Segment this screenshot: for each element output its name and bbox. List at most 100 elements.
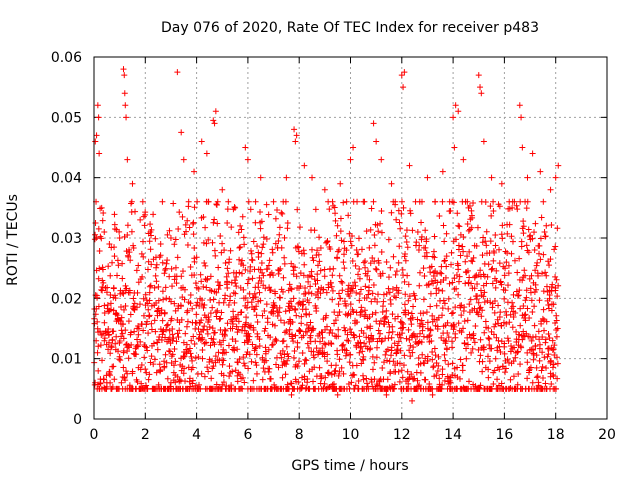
- data-point: [503, 308, 510, 315]
- data-point: [549, 281, 556, 288]
- data-point: [301, 261, 308, 268]
- data-point: [262, 285, 269, 292]
- data-point: [253, 312, 260, 319]
- data-point: [508, 250, 515, 257]
- data-point: [265, 211, 272, 218]
- data-point: [367, 345, 374, 352]
- data-point: [496, 260, 503, 267]
- data-point: [122, 377, 129, 384]
- data-point: [224, 320, 231, 327]
- data-point: [203, 240, 210, 247]
- data-point: [400, 204, 407, 211]
- data-point: [163, 322, 170, 329]
- data-point: [320, 286, 327, 293]
- data-point: [518, 238, 525, 245]
- data-point: [139, 198, 146, 205]
- data-point: [480, 234, 487, 241]
- data-point: [135, 262, 142, 269]
- data-point: [426, 332, 433, 339]
- data-point: [374, 222, 381, 229]
- data-point: [144, 318, 151, 325]
- data-point: [402, 233, 409, 240]
- data-point: [451, 323, 458, 330]
- data-point: [148, 232, 155, 239]
- data-point: [421, 273, 428, 280]
- data-point: [364, 380, 371, 387]
- data-point: [426, 333, 433, 340]
- data-point: [369, 255, 376, 262]
- data-point: [277, 317, 284, 324]
- data-point: [484, 353, 491, 360]
- data-point: [119, 289, 126, 296]
- data-point: [414, 229, 421, 236]
- data-point: [97, 205, 104, 212]
- data-point: [546, 262, 553, 269]
- data-point: [231, 347, 238, 354]
- data-point: [359, 372, 366, 379]
- data-point: [403, 238, 410, 245]
- data-point: [406, 162, 413, 169]
- data-point: [471, 339, 478, 346]
- data-point: [96, 248, 103, 255]
- data-point: [200, 239, 207, 246]
- data-point: [316, 234, 323, 241]
- data-point: [449, 360, 456, 367]
- data-point: [337, 215, 344, 222]
- data-point: [498, 180, 505, 187]
- data-point: [530, 350, 537, 357]
- data-point: [482, 198, 489, 205]
- data-point: [364, 268, 371, 275]
- data-point: [233, 270, 240, 277]
- data-point: [176, 209, 183, 216]
- data-point: [331, 204, 338, 211]
- data-point: [174, 254, 181, 261]
- data-point: [445, 305, 452, 312]
- data-point: [95, 367, 102, 374]
- data-point: [155, 381, 162, 388]
- data-point: [554, 375, 561, 382]
- data-point: [363, 375, 370, 382]
- data-point: [541, 228, 548, 235]
- data-point: [343, 302, 350, 309]
- data-point: [460, 248, 467, 255]
- data-point: [467, 296, 474, 303]
- data-point: [431, 233, 438, 240]
- data-point: [256, 274, 263, 281]
- data-point: [445, 334, 452, 341]
- data-point: [366, 338, 373, 345]
- data-point: [463, 355, 470, 362]
- data-point: [236, 244, 243, 251]
- data-point: [119, 275, 126, 282]
- data-point: [531, 322, 538, 329]
- data-point: [254, 318, 261, 325]
- data-point: [95, 275, 102, 282]
- data-point: [341, 251, 348, 258]
- data-point: [93, 132, 100, 139]
- data-point: [234, 346, 241, 353]
- data-point: [441, 351, 448, 358]
- data-point: [307, 319, 314, 326]
- data-point: [313, 345, 320, 352]
- data-point: [284, 357, 291, 364]
- data-point: [488, 266, 495, 273]
- data-point: [490, 208, 497, 215]
- data-point: [377, 330, 384, 337]
- data-point: [138, 380, 145, 387]
- data-point: [412, 296, 419, 303]
- data-point: [126, 249, 133, 256]
- data-point: [397, 334, 404, 341]
- data-point: [134, 336, 141, 343]
- data-point: [526, 367, 533, 374]
- data-point: [104, 284, 111, 291]
- data-point: [337, 295, 344, 302]
- data-point: [506, 319, 513, 326]
- data-point: [216, 339, 223, 346]
- plot-frame: [93, 56, 608, 420]
- data-point: [393, 268, 400, 275]
- data-point: [494, 376, 501, 383]
- data-point: [329, 330, 336, 337]
- data-point: [486, 342, 493, 349]
- data-point: [251, 306, 258, 313]
- data-point: [186, 224, 193, 231]
- data-point: [222, 260, 229, 267]
